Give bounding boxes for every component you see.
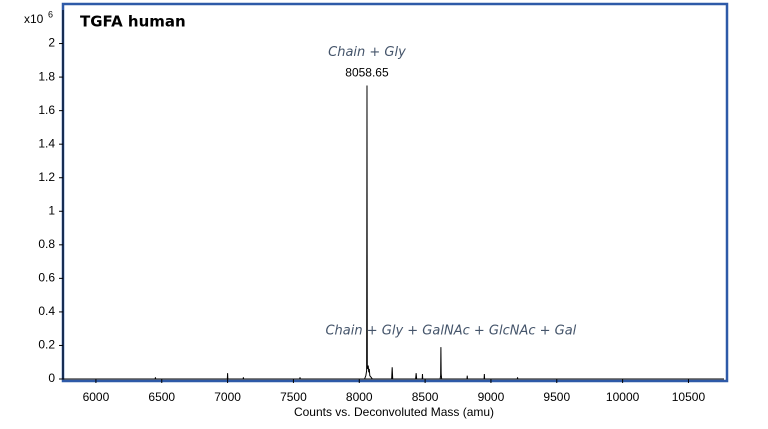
x-tick-label: 8500 bbox=[412, 390, 439, 404]
y-tick-label: 1.8 bbox=[38, 69, 55, 83]
x-tick-label: 7500 bbox=[280, 390, 307, 404]
x-axis-label: Counts vs. Deconvoluted Mass (amu) bbox=[294, 405, 494, 419]
y-tick-label: 0.6 bbox=[38, 271, 55, 285]
y-tick-label: 0.2 bbox=[38, 338, 55, 352]
peak-label: 8058.65 bbox=[345, 66, 389, 80]
x-tick-label: 10000 bbox=[606, 390, 640, 404]
spectrum-line bbox=[63, 85, 724, 380]
y-tick-label: 1 bbox=[48, 203, 55, 217]
y-tick-label: 0.4 bbox=[38, 304, 55, 318]
x-tick-label: 8000 bbox=[346, 390, 373, 404]
x-tick-label: 6500 bbox=[148, 390, 175, 404]
x-tick-label: 6000 bbox=[83, 390, 110, 404]
y-tick-label: 2 bbox=[48, 36, 55, 50]
y-tick-label: 0 bbox=[48, 371, 55, 385]
x-tick-label: 7000 bbox=[214, 390, 241, 404]
y-tick-label: 1.6 bbox=[38, 103, 55, 117]
x-tick-label: 9500 bbox=[543, 390, 570, 404]
y-tick-label: 0.8 bbox=[38, 237, 55, 251]
chart-title: TGFA human bbox=[80, 13, 186, 31]
annotation: Chain + Gly bbox=[328, 45, 406, 60]
y-unit: x10 bbox=[24, 12, 44, 26]
y-unit-exponent: 6 bbox=[48, 9, 53, 19]
x-tick-label: 9000 bbox=[478, 390, 505, 404]
x-tick-label: 10500 bbox=[672, 390, 706, 404]
annotation: Chain + Gly + GalNAc + GlcNAc + Gal bbox=[325, 324, 576, 339]
y-tick-label: 1.2 bbox=[38, 170, 55, 184]
y-tick-label: 1.4 bbox=[38, 136, 55, 150]
